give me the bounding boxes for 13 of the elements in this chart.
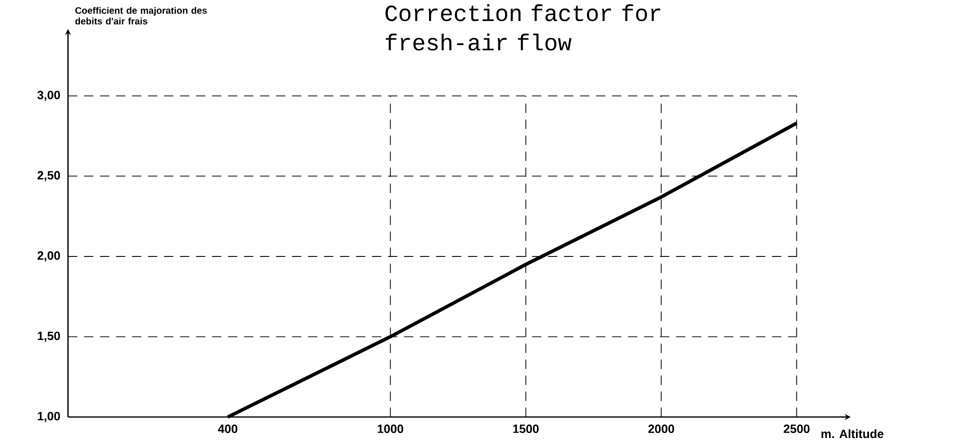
y-tick-label: 3,00 <box>37 90 60 101</box>
y-axis-title: Coefficient de majoration des debits d'air frais <box>75 6 207 24</box>
x-tick-label: 400 <box>218 424 238 434</box>
x-axis-title: m. Altitude <box>822 429 884 438</box>
chart-title: Correction factor for fresh-air flow <box>386 4 660 51</box>
x-tick-label: 1000 <box>378 424 404 434</box>
x-tick-label: 2000 <box>648 424 674 434</box>
x-tick-label: 2500 <box>784 424 810 434</box>
y-tick-label: 2,50 <box>38 171 60 182</box>
y-tick-label: 1,00 <box>38 412 60 422</box>
x-tick-label: 1500 <box>513 424 539 434</box>
y-tick-label: 1,50 <box>38 332 60 342</box>
y-tick-label: 2,00 <box>38 251 60 262</box>
